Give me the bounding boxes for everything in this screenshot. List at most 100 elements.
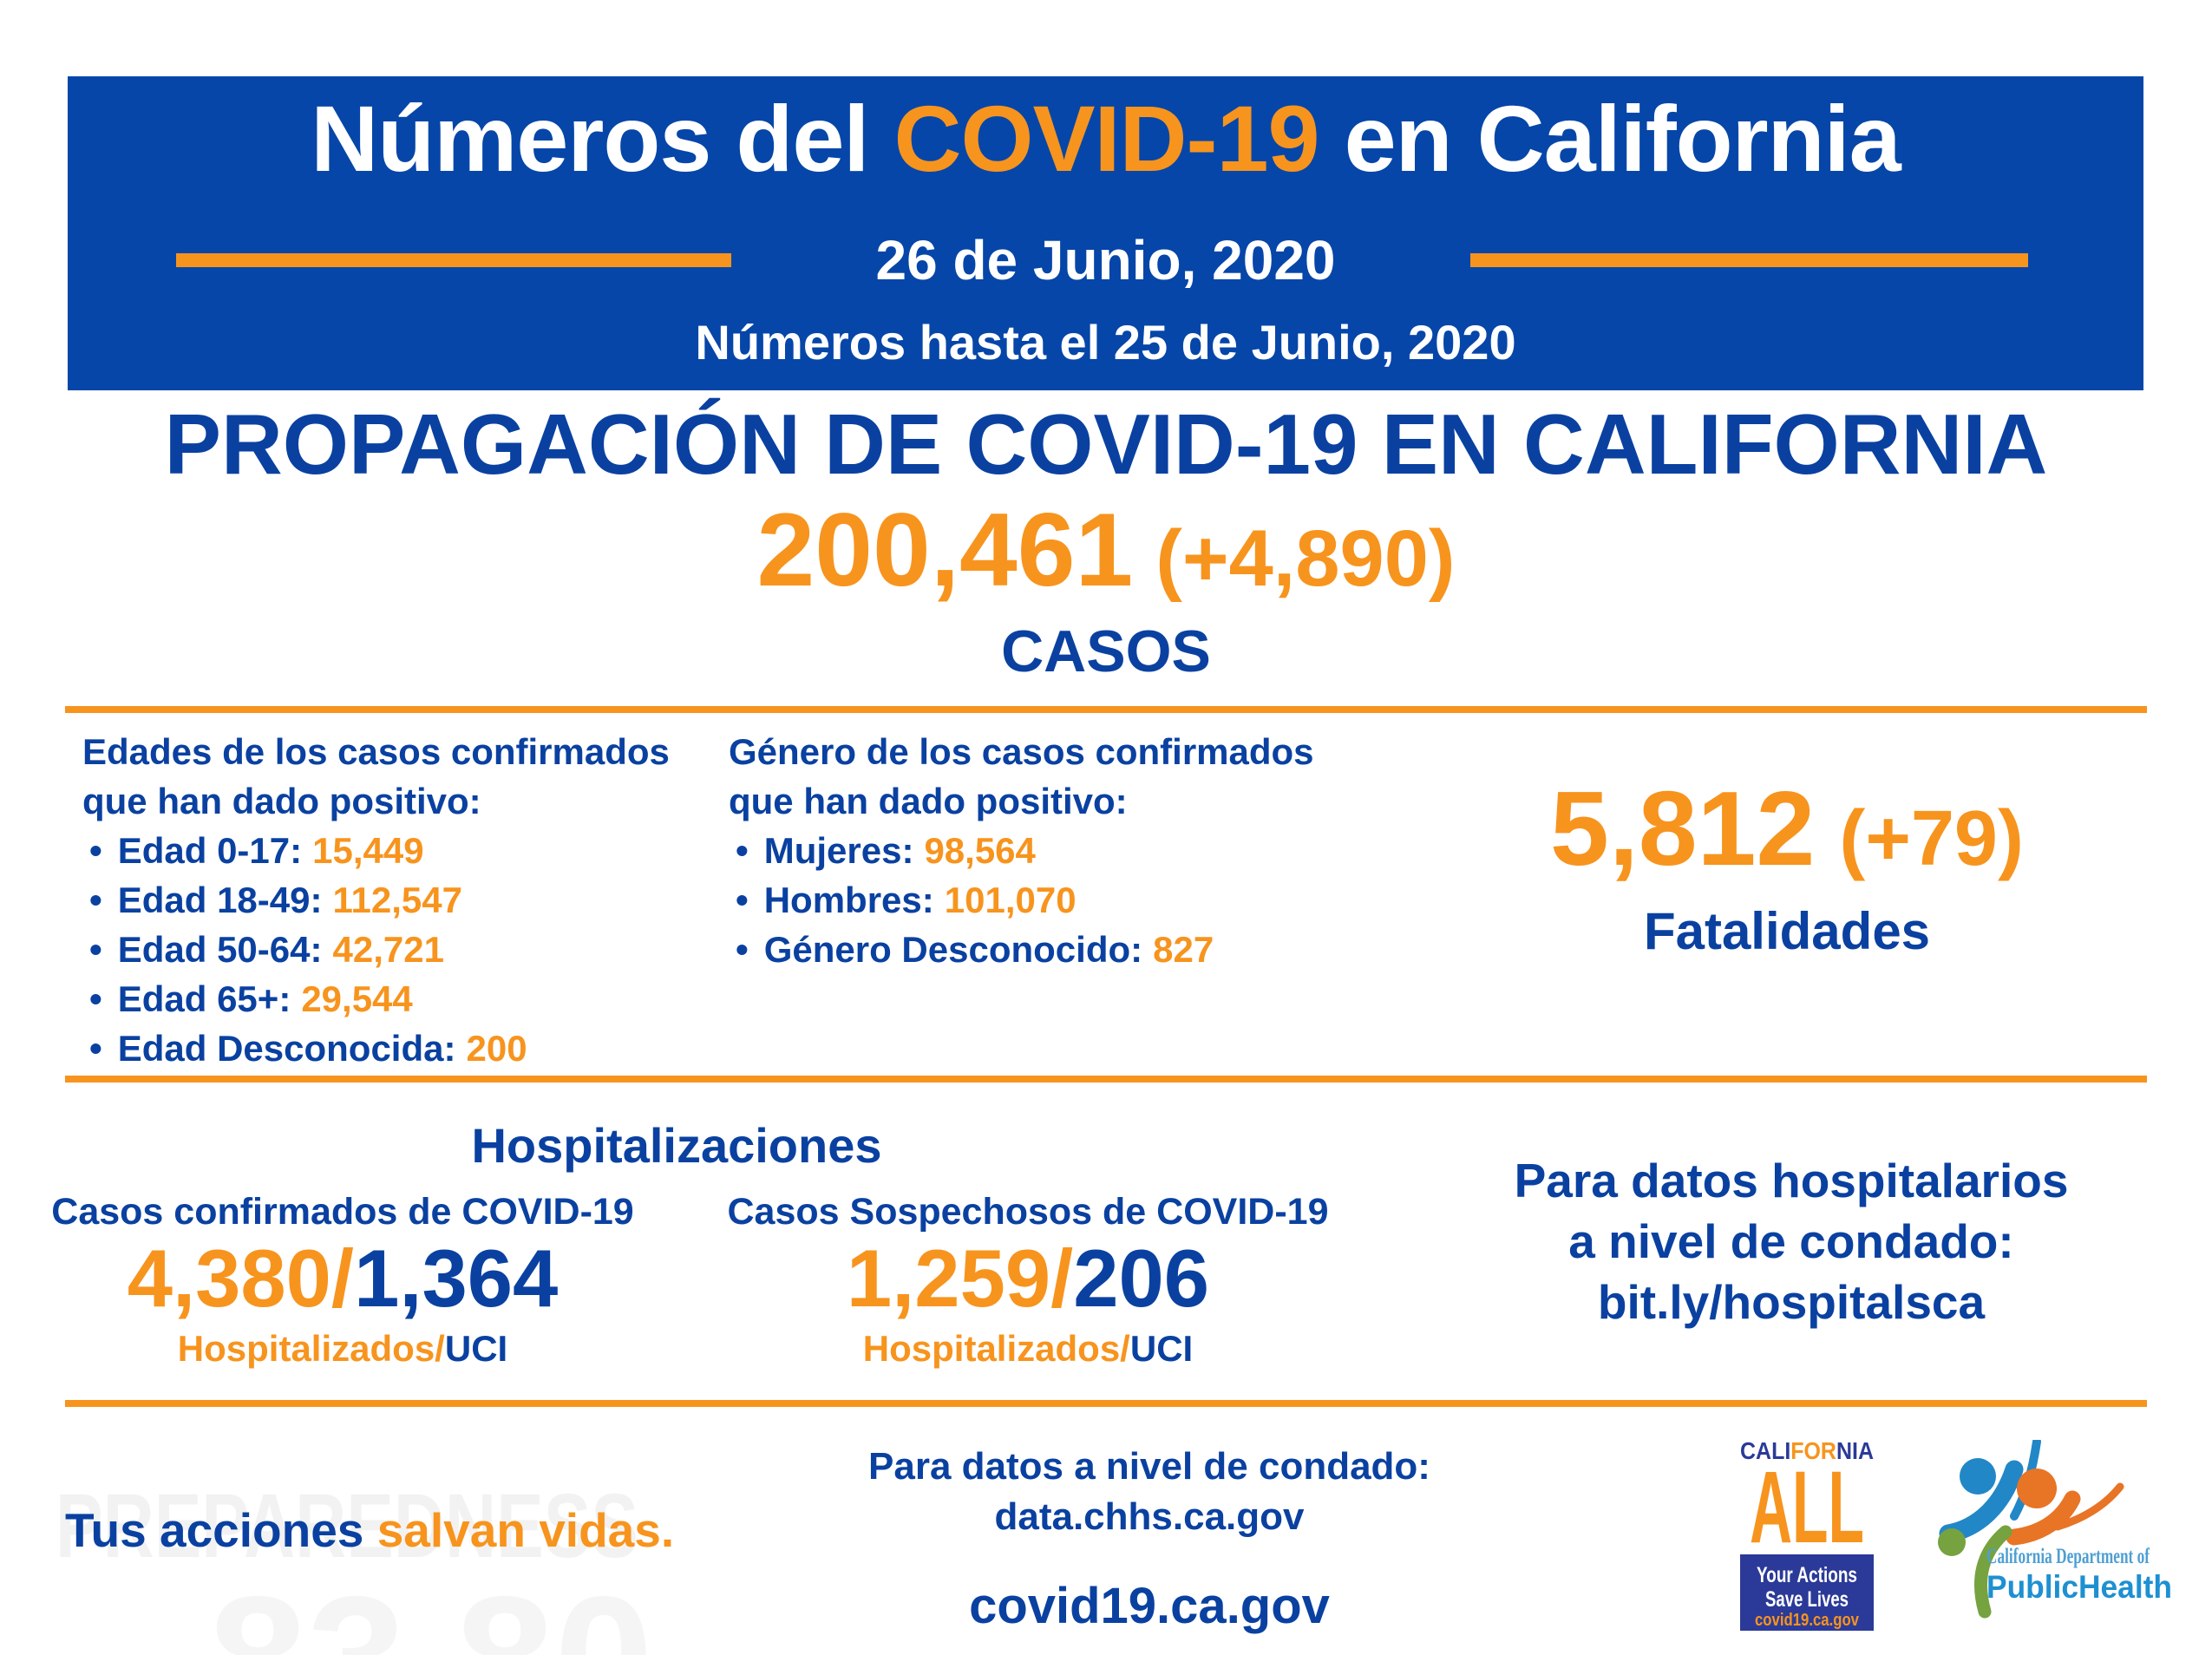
confirmed-hosp-title: Casos confirmados de COVID-19 [51, 1191, 634, 1233]
cdph-dept-line: California Department of [1986, 1545, 2150, 1568]
actions-text-blue: Tus acciones [65, 1503, 377, 1557]
california-all-logo-graphic: CALIFORNIA ALL Your Actions Save Lives c… [1740, 1437, 1874, 1631]
gender-heading-line2: que han dado positivo: [729, 781, 1128, 821]
hospitalized-count: 1,259/ [846, 1233, 1074, 1324]
cases-total: 200,461 [756, 492, 1134, 608]
california-all-logo: CALIFORNIA ALL Your Actions Save Lives c… [1733, 1436, 1881, 1632]
gender-section: Género de los casos confirmados que han … [729, 727, 1371, 974]
list-item: Mujeres:98,564 [736, 826, 1371, 875]
bitly-hospitals-link[interactable]: bit.ly/hospitalsca [1597, 1275, 1986, 1329]
divider-middle [65, 1076, 2147, 1083]
gender-value: 827 [1153, 929, 1214, 970]
divider-bottom [65, 1400, 2147, 1407]
list-item: Edad Desconocida:200 [89, 1024, 690, 1073]
watermark-preparedness: PREPAREDNESS [56, 1475, 639, 1577]
divider-top [65, 706, 2147, 713]
cdph-logo: California Department of PublicHealth [1936, 1437, 2205, 1631]
age-value: 42,721 [332, 929, 444, 970]
age-value: 112,547 [332, 880, 462, 920]
box-line2: Save Lives [1765, 1587, 1849, 1612]
banner-title-suffix: en California [1319, 86, 1901, 191]
county-hospital-note: Para datos hospitalarios a nivel de cond… [1449, 1150, 2134, 1332]
actions-box [1740, 1554, 1874, 1631]
ages-heading-line2: que han dado positivo: [82, 781, 481, 821]
date-bar-left [176, 253, 731, 267]
ages-heading-line1: Edades de los casos confirmados [82, 731, 670, 772]
age-label: Edad 65+: [117, 978, 291, 1019]
icu-count: 1,364 [354, 1233, 559, 1324]
list-item: Edad 0-17:15,449 [89, 826, 690, 875]
all-word: ALL [1750, 1450, 1864, 1565]
caption-hospitalized: Hospitalizados/ [177, 1328, 445, 1369]
caption-icu: UCI [1129, 1328, 1194, 1369]
box-site: covid19.ca.gov [1755, 1611, 1860, 1630]
county-hospital-note-line2: a nivel de condado: [1568, 1214, 2014, 1268]
list-item: Hombres:101,070 [736, 875, 1371, 925]
suspected-hosp-title: Casos Sospechosos de COVID-19 [727, 1191, 1329, 1233]
hospitalizations-heading: Hospitalizaciones [471, 1118, 882, 1173]
suspected-hosp-caption: Hospitalizados/UCI [720, 1327, 1336, 1370]
word-cali: CALI [1740, 1437, 1790, 1464]
box-line1: Your Actions [1757, 1563, 1857, 1587]
confirmed-hosp-card: Casos confirmados de COVID-19 4,380/1,36… [43, 1190, 642, 1370]
county-data-line1: Para datos a nivel de condado: [868, 1445, 1430, 1488]
gender-heading-line1: Género de los casos confirmados [729, 731, 1314, 772]
icu-count: 206 [1073, 1233, 1210, 1324]
age-label: Edad 18-49: [117, 880, 323, 920]
gender-label: Mujeres: [763, 830, 914, 871]
gender-list: Mujeres:98,564 Hombres:101,070 Género De… [729, 826, 1371, 974]
word-nia: NIA [1836, 1437, 1874, 1464]
gender-label: Género Desconocido: [763, 929, 1143, 970]
fatalities-value: 5,812 [1550, 769, 1816, 887]
banner-title-prefix: Números del [311, 86, 894, 191]
banner-date: 26 de Junio, 2020 [875, 229, 1336, 291]
age-label: Edad 50-64: [117, 929, 323, 970]
hospitalized-count: 4,380/ [127, 1233, 355, 1324]
suspected-hosp-value: 1,259/206 [720, 1233, 1336, 1324]
county-hospital-note-line1: Para datos hospitalarios [1514, 1154, 2069, 1207]
list-item: Edad 50-64:42,721 [89, 925, 690, 974]
list-item: Género Desconocido:827 [736, 925, 1371, 974]
actions-tagline: Tus acciones salvan vidas. [65, 1502, 674, 1558]
confirmed-hosp-caption: Hospitalizados/UCI [43, 1327, 642, 1370]
list-item: Edad 18-49:112,547 [89, 875, 690, 925]
ages-list: Edad 0-17:15,449 Edad 18-49:112,547 Edad… [82, 826, 690, 1073]
covid19-link[interactable]: covid19.ca.gov [969, 1578, 1330, 1634]
cdph-figures-icon: California Department of PublicHealth [1938, 1437, 2172, 1619]
cases-delta: (+4,890) [1155, 514, 1456, 603]
suspected-hosp-card: Casos Sospechosos de COVID-19 1,259/206 … [720, 1190, 1336, 1370]
cases-line: 200,461 (+4,890) [0, 496, 2212, 636]
gender-value: 98,564 [924, 830, 1036, 871]
date-bar-right [1470, 253, 2028, 267]
age-label: Edad 0-17: [117, 830, 303, 871]
age-value: 29,544 [301, 978, 413, 1019]
fatalities-line: 5,812 (+79) [1423, 774, 2151, 884]
caption-icu: UCI [444, 1328, 508, 1369]
caption-hospitalized: Hospitalizados/ [862, 1328, 1130, 1369]
age-label: Edad Desconocida: [117, 1028, 456, 1069]
word-for: FOR [1790, 1437, 1836, 1464]
banner-subtitle: Números hasta el 25 de Junio, 2020 [695, 315, 1516, 370]
cases-label: CASOS [1001, 618, 1211, 684]
confirmed-hosp-value: 4,380/1,364 [43, 1233, 642, 1324]
banner-title: Números del COVID-19 en California [68, 90, 2143, 187]
gender-value: 101,070 [944, 880, 1077, 920]
propagation-heading: PROPAGACIÓN DE COVID-19 EN CALIFORNIA [164, 396, 2048, 492]
fatalities-label: Fatalidades [1643, 902, 1931, 960]
county-data-note: Para datos a nivel de condado: data.chhs… [820, 1442, 1479, 1635]
actions-text-orange: salvan vidas. [376, 1503, 675, 1557]
california-word: CALIFORNIA [1740, 1437, 1874, 1464]
banner-date-row: 26 de Junio, 2020 [68, 226, 2143, 295]
watermark-number: 83.80 [208, 1557, 653, 1655]
list-item: Edad 65+:29,544 [89, 974, 690, 1024]
cdph-name-line: PublicHealth [1986, 1569, 2172, 1605]
age-value: 15,449 [312, 830, 424, 871]
age-value: 200 [466, 1028, 527, 1069]
fatalities-delta: (+79) [1839, 795, 2024, 882]
banner-title-highlight: COVID-19 [893, 86, 1319, 191]
ages-section: Edades de los casos confirmados que han … [82, 727, 690, 1073]
chhs-link[interactable]: data.chhs.ca.gov [994, 1495, 1305, 1538]
gender-label: Hombres: [763, 880, 934, 920]
header-banner: Números del COVID-19 en California 26 de… [68, 76, 2143, 390]
